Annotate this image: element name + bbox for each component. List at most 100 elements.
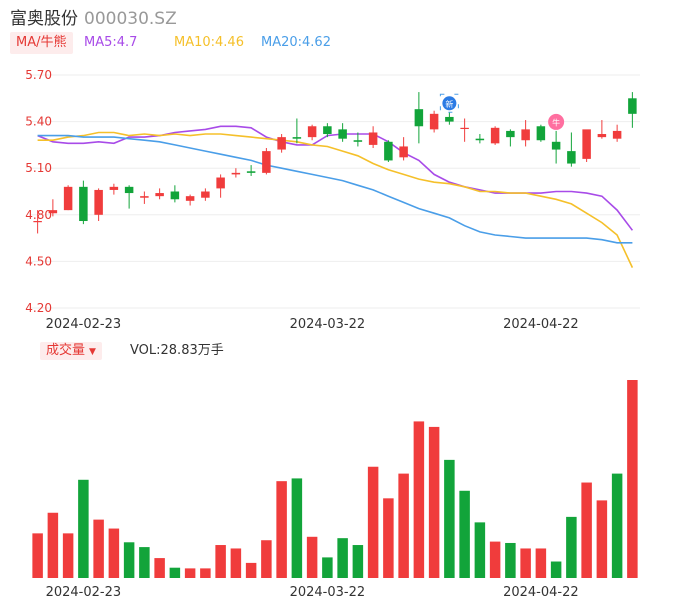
volume-bar-down — [169, 567, 181, 578]
candle-down — [170, 191, 180, 200]
candle-down — [536, 126, 546, 141]
stock-title: 富奥股份 000030.SZ — [10, 4, 177, 29]
candle-down — [475, 138, 485, 141]
price-date-tick-label: 2024-04-22 — [503, 317, 579, 332]
volume-bar-up — [306, 536, 318, 578]
candle-up — [109, 186, 119, 190]
candle-down — [124, 186, 134, 194]
volume-bar-down — [474, 522, 486, 578]
ma10-legend: MA10:4.46 — [174, 35, 244, 50]
candle-up — [399, 146, 408, 158]
volume-bar-up — [413, 421, 425, 578]
volume-bar-up — [627, 380, 638, 578]
candle-down — [414, 109, 424, 127]
candle-down — [79, 186, 88, 222]
candle-up — [140, 196, 149, 198]
volume-bar-up — [32, 533, 43, 578]
candle-down — [384, 141, 393, 161]
candle-up — [277, 137, 286, 150]
candle-up — [521, 129, 530, 141]
price-date-tick-label: 2024-03-22 — [290, 317, 366, 332]
candle-up — [582, 129, 591, 159]
volume-bar-down — [566, 516, 577, 578]
volume-bar-up — [215, 545, 226, 578]
ma5-legend: MA5:4.7 — [84, 35, 138, 50]
blue-news-marker-icon: 新 — [439, 93, 459, 113]
candle-up — [33, 221, 42, 223]
volume-bar-up — [383, 498, 394, 578]
price-axis-tick-label: 4.80 — [25, 208, 52, 222]
volume-bar-up — [261, 540, 272, 578]
candle-up — [94, 189, 103, 215]
marker-label: 新 — [445, 99, 453, 109]
caret-down-icon: ▼ — [89, 347, 96, 357]
candle-down — [445, 116, 454, 122]
candle-up — [368, 132, 378, 145]
candle-up — [597, 134, 607, 138]
volume-bar-up — [154, 558, 165, 578]
volume-bar-down — [550, 561, 562, 578]
volume-date-tick-label: 2024-03-22 — [290, 585, 366, 600]
price-axis-tick-label: 4.50 — [25, 254, 52, 268]
volume-bar-down — [444, 459, 455, 578]
stock-code: 000030.SZ — [84, 9, 177, 29]
volume-indicator-label: 成交量 — [46, 343, 86, 358]
candle-down — [353, 140, 363, 142]
volume-indicator-dropdown[interactable]: 成交量 ▼ — [40, 342, 102, 360]
candle-up — [307, 126, 317, 138]
volume-bar-down — [611, 473, 623, 578]
ma20-line — [37, 134, 633, 244]
volume-date-tick-label: 2024-04-22 — [503, 585, 579, 600]
candle-up — [216, 177, 225, 189]
volume-bar-up — [108, 528, 120, 578]
volume-bar-down — [78, 479, 89, 578]
candle-up — [185, 196, 195, 201]
volume-bar-down — [459, 490, 470, 578]
volume-date-tick-label: 2024-02-23 — [46, 585, 122, 600]
price-axis-tick-label: 4.20 — [25, 301, 52, 315]
volume-bar-down — [139, 547, 150, 578]
volume-bar-up — [184, 568, 196, 578]
price-axis-tick-label: 5.40 — [25, 115, 52, 129]
volume-bar-up — [489, 541, 501, 578]
volume-bar-down — [123, 542, 135, 578]
candle-up — [231, 172, 241, 175]
candle-up — [490, 127, 500, 144]
volume-bar-up — [230, 548, 242, 578]
volume-value: VOL:28.83万手 — [130, 343, 224, 358]
price-axis-tick-label: 5.70 — [25, 68, 52, 82]
news-marker-circle — [442, 96, 457, 111]
candle-up — [429, 113, 439, 130]
volume-bar-up — [93, 519, 104, 578]
marker-label: 牛 — [552, 117, 560, 127]
candle-down — [338, 129, 347, 139]
volume-bar-up — [276, 481, 287, 578]
candle-down — [628, 98, 637, 114]
candle-up — [612, 130, 622, 139]
ma-bull-bear-button[interactable]: MA/牛熊 — [10, 32, 73, 54]
candle-down — [506, 130, 515, 138]
candle-down — [551, 141, 561, 150]
ma5-line — [37, 125, 634, 231]
volume-bar-down — [291, 478, 303, 578]
candle-up — [460, 127, 469, 130]
candle-up — [63, 186, 73, 211]
candle-up — [201, 191, 210, 198]
candle-down — [567, 151, 576, 164]
pink-bull-marker-icon: 牛 — [548, 113, 565, 130]
volume-bar-up — [62, 533, 74, 578]
volume-bar-down — [322, 557, 333, 578]
volume-bar-up — [520, 548, 531, 578]
candle-down — [246, 171, 256, 173]
price-date-tick-label: 2024-02-23 — [46, 317, 122, 332]
volume-bar-up — [200, 568, 211, 578]
volume-bar-up — [428, 426, 440, 578]
volume-bar-down — [505, 542, 516, 578]
candle-up — [262, 151, 271, 173]
volume-bar-down — [352, 545, 364, 578]
volume-bar-up — [535, 548, 547, 578]
volume-bar-up — [581, 482, 592, 578]
volume-bar-up — [245, 562, 257, 578]
news-marker-frame — [439, 93, 459, 113]
